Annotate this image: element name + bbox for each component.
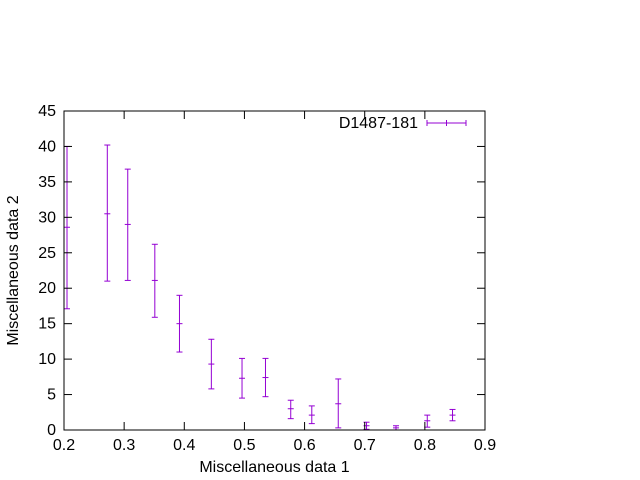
x-tick-label: 0.5 — [233, 437, 255, 454]
y-tick-label: 0 — [47, 422, 56, 439]
axis-ticks: 0.2 0.3 0.4 0.5 0.6 0.7 0.8 0.9 0 5 10 15 20 25 30 35 40… — [38, 103, 496, 454]
x-tick-label: 0.7 — [354, 437, 376, 454]
y-tick-label: 10 — [38, 351, 56, 368]
y-tick-label: 20 — [38, 280, 56, 297]
x-tick-label: 0.2 — [53, 437, 75, 454]
data-point — [124, 168, 131, 281]
x-tick-label: 0.9 — [474, 437, 496, 454]
y-tick-label: 30 — [38, 209, 56, 226]
x-tick-label: 0.8 — [414, 437, 436, 454]
data-point — [287, 399, 294, 420]
plot-frame — [63, 110, 486, 431]
data-point — [176, 294, 183, 353]
data-point — [449, 408, 456, 422]
plot-area — [64, 144, 456, 431]
legend-label: D1487-181 — [339, 115, 418, 132]
x-axis-label: Miscellaneous data 1 — [199, 459, 349, 476]
legend-key — [426, 120, 467, 126]
y-tick-label: 15 — [38, 316, 56, 333]
data-point — [64, 145, 71, 310]
y-axis-label: Miscellaneous data 2 — [5, 195, 22, 345]
data-point — [239, 357, 246, 399]
data-point — [208, 338, 215, 390]
x-tick-label: 0.4 — [173, 437, 195, 454]
y-tick-label: 25 — [38, 245, 56, 262]
data-point — [104, 144, 111, 282]
data-point — [151, 243, 158, 318]
y-tick-label: 40 — [38, 138, 56, 155]
data-point — [308, 405, 315, 425]
y-tick-label: 5 — [47, 387, 56, 404]
data-point — [262, 357, 269, 398]
y-tick-label: 45 — [38, 103, 56, 120]
y-tick-label: 35 — [38, 174, 56, 191]
data-point — [392, 425, 399, 431]
legend: D1487-181 — [339, 115, 467, 132]
x-tick-label: 0.3 — [113, 437, 135, 454]
data-point — [335, 378, 342, 429]
x-tick-label: 0.6 — [293, 437, 315, 454]
